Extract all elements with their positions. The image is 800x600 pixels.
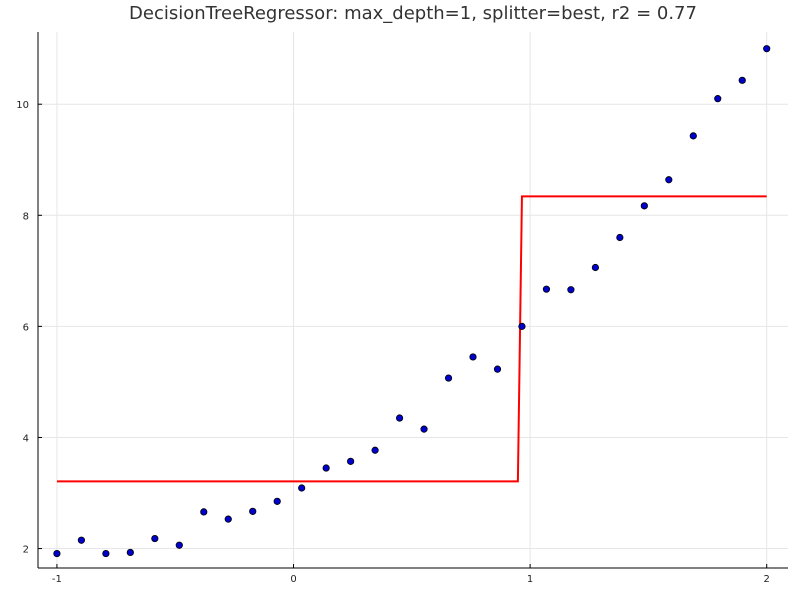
y-tick-label-0: 2	[23, 545, 29, 556]
x-tick-label-3: 2	[764, 574, 770, 585]
data-point-10	[298, 484, 306, 492]
data-point-5	[175, 541, 183, 549]
data-point-15	[420, 425, 428, 433]
data-point-18	[493, 365, 502, 373]
data-point-19	[518, 322, 526, 330]
data-point-4	[151, 534, 159, 543]
chart-title: DecisionTreeRegressor: max_depth=1, spli…	[129, 3, 697, 24]
x-tick-label-1: 0	[290, 574, 296, 585]
x-tick-label-2: 1	[527, 574, 533, 585]
data-point-3	[126, 548, 134, 557]
data-point-8	[249, 507, 257, 515]
y-tick-label-1: 4	[23, 433, 29, 444]
data-point-16	[444, 374, 453, 382]
data-point-13	[371, 446, 379, 454]
data-point-2	[102, 549, 110, 558]
data-point-9	[273, 497, 281, 505]
x-tick-label-0: -1	[52, 574, 62, 585]
data-point-26	[689, 132, 697, 140]
y-tick-label-3: 8	[23, 211, 29, 222]
data-point-23	[616, 233, 624, 242]
data-point-20	[542, 285, 551, 293]
prediction-step-line	[56, 195, 767, 483]
data-point-6	[200, 508, 208, 516]
data-point-0	[53, 549, 61, 558]
data-point-7	[224, 515, 232, 523]
grid	[38, 32, 788, 568]
data-point-1	[77, 536, 85, 544]
data-point-12	[347, 457, 355, 465]
data-point-17	[469, 353, 477, 361]
data-point-29	[763, 45, 771, 53]
data-point-14	[395, 414, 404, 422]
data-point-11	[322, 464, 330, 472]
y-tick-label-4: 10	[16, 100, 29, 111]
y-tick-label-2: 6	[23, 322, 29, 333]
data-point-22	[591, 263, 599, 272]
axes	[37, 32, 788, 569]
data-point-27	[714, 95, 722, 103]
series	[53, 45, 771, 558]
data-point-25	[665, 176, 673, 184]
data-point-21	[567, 286, 575, 294]
data-point-28	[738, 76, 746, 84]
tick-labels: -1 0 1 2 2 4 6 8 10	[16, 100, 770, 585]
data-point-24	[640, 202, 648, 210]
